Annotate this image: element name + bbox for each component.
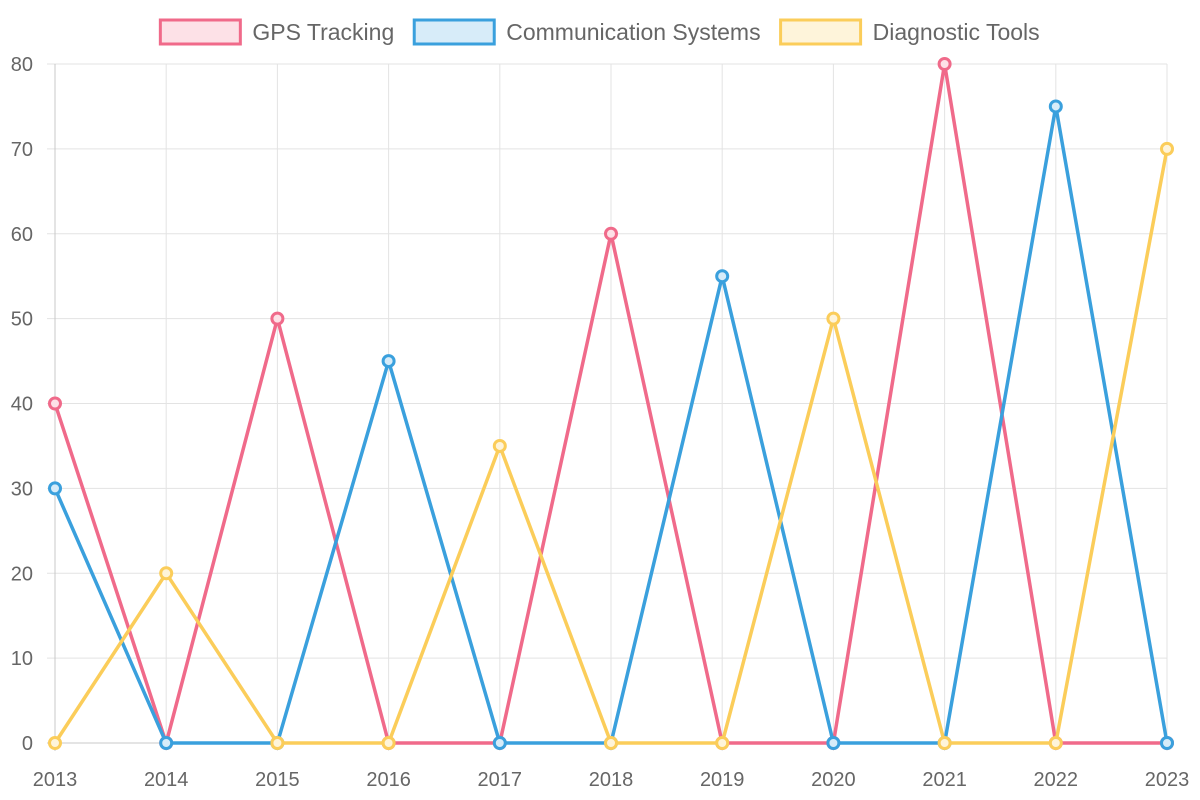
data-point[interactable] — [826, 736, 841, 750]
axes: 0 10 20 30 40 50 60 70 80 2013 2014 2015 2016 2017 201… — [11, 54, 1190, 791]
data-point[interactable] — [1160, 141, 1174, 156]
legend-swatch — [158, 18, 242, 46]
x-tick-label: 2022 — [1034, 769, 1079, 791]
legend: GPS Tracking Communication Systems Diagnos… — [158, 18, 1040, 46]
y-tick-label: 80 — [11, 54, 33, 76]
data-point[interactable] — [1160, 736, 1174, 750]
y-tick-label: 30 — [11, 478, 33, 500]
data-point[interactable] — [270, 311, 285, 326]
x-tick-label: 2016 — [366, 769, 411, 791]
data-point[interactable] — [826, 311, 841, 326]
legend-label: GPS Tracking — [252, 19, 394, 45]
data-point[interactable] — [1048, 99, 1063, 114]
data-point[interactable] — [48, 736, 62, 750]
x-tick-label: 2015 — [255, 769, 300, 791]
data-point[interactable] — [48, 481, 62, 496]
data-point[interactable] — [159, 736, 174, 750]
data-point[interactable] — [492, 438, 507, 453]
legend-label: Diagnostic Tools — [873, 19, 1040, 45]
legend-label: Communication Systems — [506, 19, 760, 45]
x-tick-label: 2014 — [144, 769, 189, 791]
y-tick-label: 10 — [11, 648, 33, 670]
y-tick-label: 60 — [11, 224, 33, 246]
data-point[interactable] — [492, 736, 507, 750]
y-tick-label: 20 — [11, 563, 33, 585]
data-point[interactable] — [715, 269, 730, 284]
legend-item[interactable]: Diagnostic Tools — [779, 18, 1040, 46]
data-point[interactable] — [604, 226, 618, 241]
series-2 — [48, 141, 1174, 750]
legend-item[interactable]: GPS Tracking — [158, 18, 394, 46]
data-point[interactable] — [381, 354, 396, 369]
grid — [47, 63, 1168, 751]
series-layer — [48, 57, 1174, 750]
data-point[interactable] — [48, 396, 62, 411]
data-point[interactable] — [937, 736, 952, 750]
data-point[interactable] — [270, 736, 285, 750]
y-tick-label: 70 — [11, 139, 33, 161]
legend-item[interactable]: Communication Systems — [412, 18, 761, 46]
x-tick-label: 2018 — [589, 769, 634, 791]
x-tick-label: 2020 — [811, 769, 856, 791]
data-point[interactable] — [604, 736, 618, 750]
x-tick-label: 2017 — [478, 769, 523, 791]
data-point[interactable] — [159, 566, 174, 581]
data-point[interactable] — [381, 736, 396, 750]
legend-swatch — [412, 18, 496, 46]
y-tick-label: 0 — [22, 733, 33, 755]
y-tick-label: 40 — [11, 394, 33, 416]
data-point[interactable] — [715, 736, 730, 750]
data-point[interactable] — [937, 57, 952, 71]
x-tick-label: 2021 — [922, 769, 967, 791]
x-tick-label: 2013 — [33, 769, 78, 791]
data-point[interactable] — [1048, 736, 1063, 750]
x-tick-label: 2019 — [700, 769, 745, 791]
y-tick-label: 50 — [11, 309, 33, 331]
legend-swatch — [779, 18, 863, 46]
x-tick-label: 2023 — [1145, 769, 1190, 791]
